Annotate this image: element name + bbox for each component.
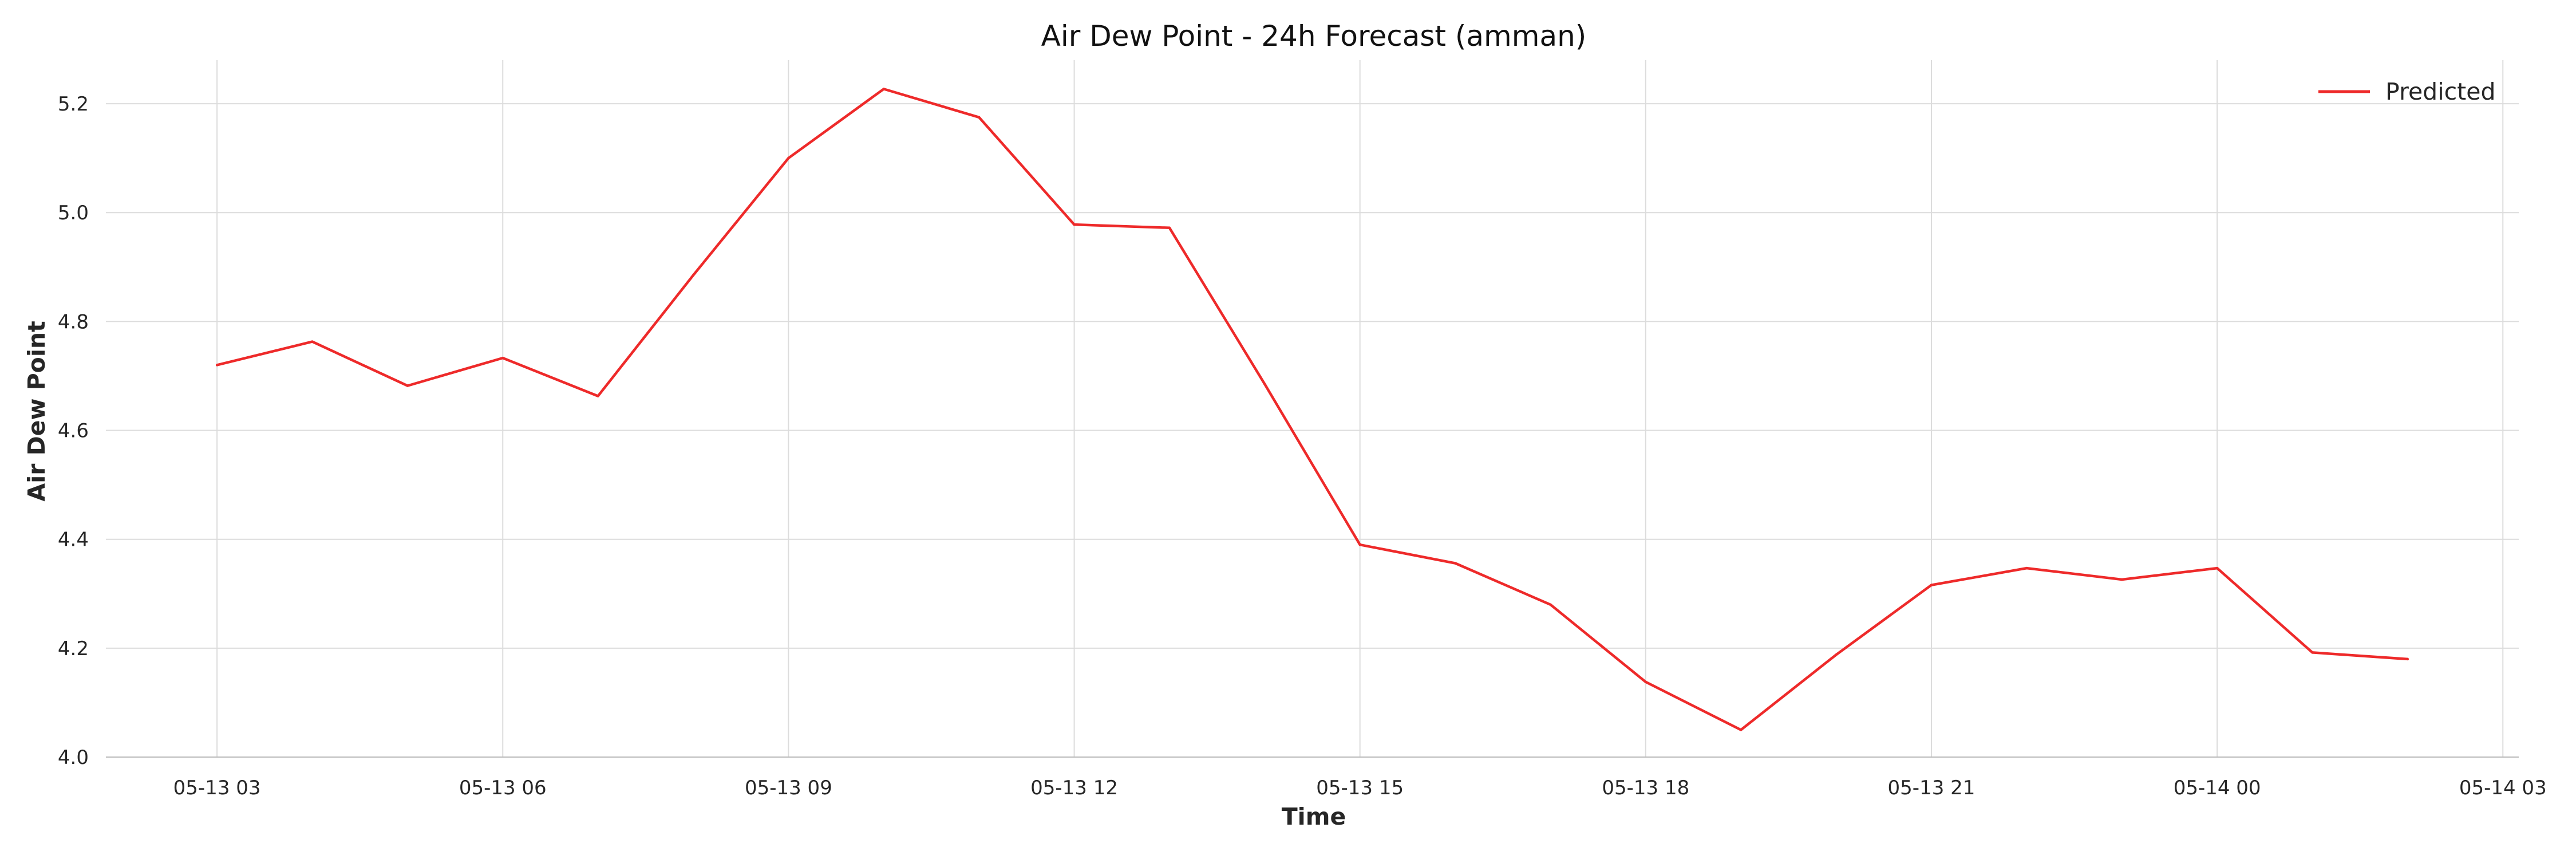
data-point [2025, 566, 2028, 570]
data-point [215, 364, 219, 367]
data-point [787, 156, 790, 160]
data-point [596, 395, 599, 397]
data-point [1453, 562, 1457, 565]
data-point [1835, 653, 1838, 656]
data-point [1549, 603, 1552, 606]
y-tick-label: 4.0 [58, 746, 89, 769]
data-point [1073, 223, 1076, 226]
legend-label-predicted: Predicted [2385, 78, 2495, 105]
series-line-predicted [216, 88, 2408, 731]
x-tick-label: 05-13 03 [173, 777, 261, 799]
y-tick-label: 5.2 [58, 93, 89, 116]
data-point [2120, 578, 2123, 581]
data-point [882, 88, 886, 90]
x-tick-label: 05-13 18 [1602, 777, 1689, 799]
legend: Predicted [2318, 78, 2495, 105]
x-tick-label: 05-13 21 [1888, 777, 1976, 799]
data-point [1930, 584, 1933, 586]
data-point [2311, 651, 2314, 654]
y-tick-label: 5.0 [58, 202, 89, 224]
data-point [692, 274, 695, 277]
data-point [978, 116, 981, 119]
data-point [2406, 657, 2409, 661]
data-point [1263, 383, 1266, 385]
x-tick-label: 05-14 00 [2174, 777, 2261, 799]
x-tick-label: 05-13 12 [1030, 777, 1118, 799]
y-tick-label: 4.6 [58, 420, 89, 443]
grid-layer [106, 60, 2519, 758]
series-layer [215, 88, 2409, 731]
data-point [311, 340, 314, 343]
x-tick-label: 05-13 09 [745, 777, 832, 799]
data-point [2215, 566, 2219, 570]
chart-title: Air Dew Point - 24h Forecast (amman) [1041, 19, 1587, 53]
y-tick-label: 4.8 [58, 310, 89, 333]
ticks-layer: 4.0 4.2 4.4 4.6 4.8 5.0 5.2 05-13 03 05-13 06 05-… [58, 93, 2547, 799]
x-tick-label: 05-13 15 [1316, 777, 1404, 799]
x-axis-label: Time [1282, 803, 1346, 830]
x-tick-label: 05-14 03 [2459, 777, 2547, 799]
data-point [1740, 728, 1743, 731]
data-point [1358, 543, 1361, 546]
x-tick-label: 05-13 06 [459, 777, 547, 799]
y-axis-label: Air Dew Point [23, 321, 50, 501]
data-point [1644, 680, 1647, 684]
y-tick-label: 4.2 [58, 637, 89, 660]
data-point [501, 356, 504, 360]
data-point [1168, 226, 1171, 229]
data-point [406, 384, 409, 387]
y-tick-label: 4.4 [58, 529, 89, 551]
